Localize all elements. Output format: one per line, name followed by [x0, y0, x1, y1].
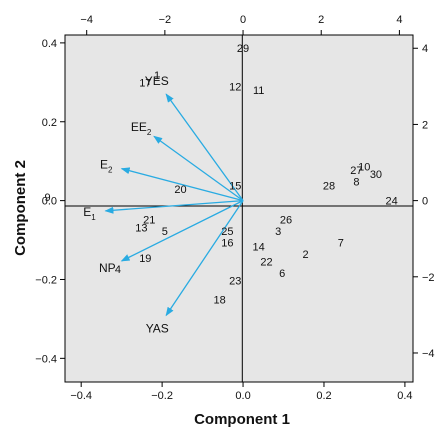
- top-tick-label: 4: [396, 14, 402, 26]
- observation-point-label: 26: [280, 215, 292, 227]
- vector-arrow-e2: [120, 167, 244, 202]
- bottom-tick-label: −0.4: [70, 390, 92, 402]
- left-tick-label: 0.2: [42, 117, 57, 129]
- vector-arrow-np: [120, 200, 244, 262]
- observation-point-label: 24: [385, 196, 397, 208]
- vector-label-e1: E1: [83, 205, 96, 222]
- left-tick-label: −0.4: [35, 353, 57, 365]
- observation-point-label: 6: [279, 268, 285, 280]
- observation-point-label: 22: [260, 257, 272, 269]
- observation-point-label: 18: [213, 295, 225, 307]
- observation-point-label: 30: [370, 169, 382, 181]
- vector-arrow-yas: [165, 200, 244, 317]
- vector-arrow-e1: [104, 199, 244, 214]
- observation-point-label: 8: [353, 177, 359, 189]
- right-tick-label: −4: [422, 348, 435, 360]
- left-tick-label: −0.2: [35, 274, 57, 286]
- observation-labels: 1234567891011121314151617181920212223242…: [45, 43, 398, 306]
- plot-background: [64, 34, 414, 383]
- observation-point-label: 9: [45, 192, 51, 204]
- x-axis-title: Component 1: [194, 411, 290, 428]
- observation-point-label: 5: [162, 226, 168, 238]
- observation-point-label: 20: [174, 184, 186, 196]
- top-tick-label: −2: [159, 14, 172, 26]
- top-tick-label: 0: [240, 14, 246, 26]
- observation-point-label: 17: [139, 78, 151, 90]
- observation-point-label: 25: [221, 226, 233, 238]
- axes-ticks: −0.4 −0.2 0.0 0.2 0.4 −0.4 −0.2 0.0 0.2 0.4 −4 −2 0 2…: [35, 14, 434, 402]
- observation-point-label: 15: [229, 180, 241, 192]
- observation-point-label: 29: [237, 43, 249, 55]
- observation-point-label: 21: [143, 215, 155, 227]
- observation-point-label: 4: [115, 264, 121, 276]
- left-tick-label: 0.0: [42, 196, 57, 208]
- vector-label-e2: E2: [100, 158, 113, 175]
- observation-point-label: 19: [139, 253, 151, 265]
- top-tick-label: −4: [80, 14, 93, 26]
- observation-point-label: 7: [338, 238, 344, 250]
- bottom-tick-label: 0.0: [235, 390, 250, 402]
- vector-label-yes: YES: [145, 74, 169, 88]
- bottom-tick-label: 0.4: [397, 390, 412, 402]
- vector-label-np: NP: [99, 261, 116, 275]
- loading-vectors: YES EE2 E2 E1 NP YAS: [83, 74, 244, 336]
- right-tick-label: 4: [422, 43, 428, 55]
- left-tick-label: 0.4: [42, 38, 57, 50]
- observation-point-label: 12: [229, 81, 241, 93]
- observation-point-label: 28: [323, 180, 335, 192]
- observation-point-label: 16: [221, 238, 233, 250]
- bottom-tick-label: −0.2: [151, 390, 173, 402]
- observation-point-label: 2: [303, 249, 309, 261]
- observation-point-label: 1: [154, 70, 160, 82]
- vector-label-yas: YAS: [146, 322, 169, 336]
- observation-point-label: 13: [135, 222, 147, 234]
- right-tick-label: −2: [422, 272, 435, 284]
- observation-point-label: 27: [350, 165, 362, 177]
- top-tick-label: 2: [318, 14, 324, 26]
- right-tick-label: 0: [422, 196, 428, 208]
- observation-point-label: 3: [275, 226, 281, 238]
- observation-point-label: 23: [229, 276, 241, 288]
- vector-label-ee2: EE2: [131, 120, 152, 137]
- observation-point-label: 11: [253, 85, 264, 97]
- right-tick-label: 2: [422, 119, 428, 131]
- vector-arrow-ee2: [153, 135, 244, 202]
- observation-point-label: 10: [358, 161, 370, 173]
- y-axis-title: Component 2: [12, 160, 29, 256]
- vector-arrow-yes: [165, 93, 244, 201]
- bottom-tick-label: 0.2: [316, 390, 331, 402]
- observation-point-label: 14: [253, 241, 265, 253]
